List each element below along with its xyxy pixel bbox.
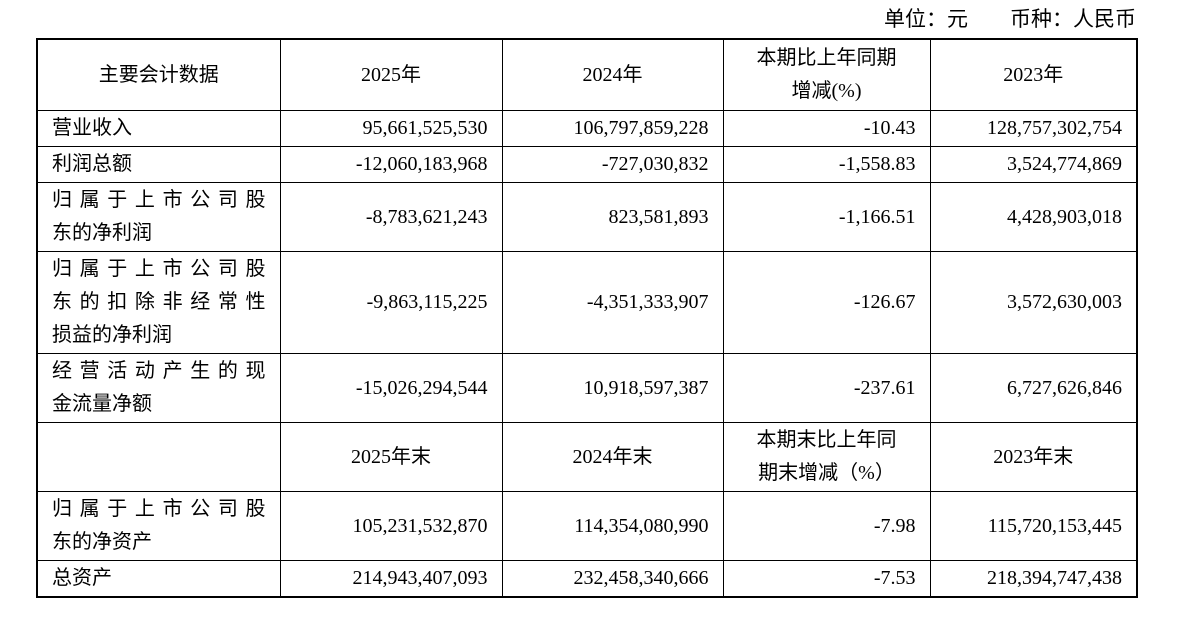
cell-value-2024: 114,354,080,990 [501,491,724,561]
column-header-2024-end: 2024年末 [501,422,724,492]
cell-value-change: -7.53 [722,560,931,598]
table-header-row-annual: 主要会计数据 2025年 2024年 本期比上年同期 增减(%) 2023年 [36,38,1138,111]
cell-value-2023: 115,720,153,445 [929,491,1138,561]
cell-value-change: -237.61 [722,353,931,423]
column-header-period-end-change: 本期末比上年同 期末增减（%） [722,422,931,492]
table-row-net-assets-attributable: 归属于上市公司股 东的净资产 105,231,532,870 114,354,08… [36,491,1138,561]
cell-value-2025: 214,943,407,093 [279,560,503,598]
cell-value-change: -1,166.51 [722,182,931,252]
cell-value-2025: 105,231,532,870 [279,491,503,561]
cell-value-2023: 3,572,630,003 [929,251,1138,354]
cell-value-2024: 10,918,597,387 [501,353,724,423]
cell-value-2023: 4,428,903,018 [929,182,1138,252]
table-header-row-period-end: 2025年末 2024年末 本期末比上年同 期末增减（%） 2023年末 [36,422,1138,492]
row-label: 经营活动产生的现 金流量净额 [36,353,281,423]
unit-currency-note: 单位：元 币种：人民币 [884,7,1136,31]
cell-value-2023: 3,524,774,869 [929,146,1138,183]
cell-value-change: -10.43 [722,110,931,147]
cell-value-2025: -15,026,294,544 [279,353,503,423]
table-row-net-profit-excl-nonrecurring: 归属于上市公司股 东的扣除非经常性 损益的净利润 -9,863,115,225 -4… [36,251,1138,354]
table-row-net-profit-attributable: 归属于上市公司股 东的净利润 -8,783,621,243 823,581,893… [36,182,1138,252]
cell-value-change: -126.67 [722,251,931,354]
cell-value-2024: 232,458,340,666 [501,560,724,598]
table-row-total-assets: 总资产 214,943,407,093 232,458,340,666 -7.5… [36,560,1138,598]
row-label: 利润总额 [36,146,281,183]
cell-value-2023: 218,394,747,438 [929,560,1138,598]
cell-value-2024: 106,797,859,228 [501,110,724,147]
cell-value-2025: -8,783,621,243 [279,182,503,252]
column-header-2023: 2023年 [929,38,1138,111]
row-label: 归属于上市公司股 东的净资产 [36,491,281,561]
cell-value-2023: 6,727,626,846 [929,353,1138,423]
column-header-main-indicators: 主要会计数据 [36,38,281,111]
cell-value-2025: 95,661,525,530 [279,110,503,147]
column-header-2024: 2024年 [501,38,724,111]
column-header-yoy-change: 本期比上年同期 增减(%) [722,38,931,111]
cell-value-2024: -4,351,333,907 [501,251,724,354]
column-header-2025: 2025年 [279,38,503,111]
cell-value-2023: 128,757,302,754 [929,110,1138,147]
table-row-operating-cash-flow: 经营活动产生的现 金流量净额 -15,026,294,544 10,918,597… [36,353,1138,423]
column-header-blank [36,422,281,492]
row-label: 归属于上市公司股 东的扣除非经常性 损益的净利润 [36,251,281,354]
row-label: 营业收入 [36,110,281,147]
cell-value-change: -1,558.83 [722,146,931,183]
cell-value-2024: -727,030,832 [501,146,724,183]
row-label: 归属于上市公司股 东的净利润 [36,182,281,252]
table-row-operating-revenue: 营业收入 95,661,525,530 106,797,859,228 -10.… [36,110,1138,147]
cell-value-change: -7.98 [722,491,931,561]
key-financial-data-table: 主要会计数据 2025年 2024年 本期比上年同期 增减(%) 2023年 营… [36,38,1138,598]
cell-value-2024: 823,581,893 [501,182,724,252]
column-header-2025-end: 2025年末 [279,422,503,492]
row-label: 总资产 [36,560,281,598]
cell-value-2025: -12,060,183,968 [279,146,503,183]
column-header-2023-end: 2023年末 [929,422,1138,492]
table-row-total-profit: 利润总额 -12,060,183,968 -727,030,832 -1,558… [36,146,1138,183]
cell-value-2025: -9,863,115,225 [279,251,503,354]
